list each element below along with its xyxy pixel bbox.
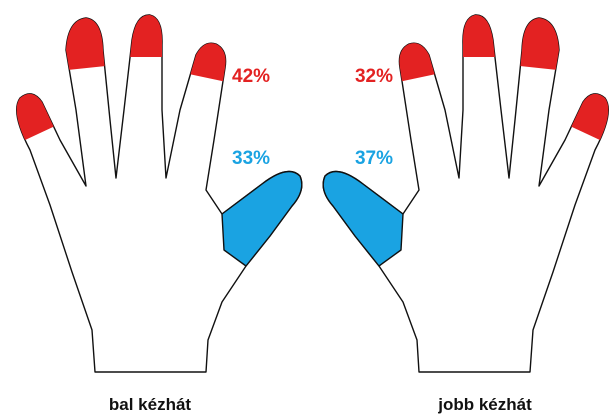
hands-diagram: 42% 33% 32% 37% bal kézhát jobb kézhát	[0, 0, 611, 416]
hand-label: bal kézhát	[109, 395, 192, 414]
right-hand	[323, 2, 611, 372]
fingertip-percent: 32%	[355, 66, 393, 87]
hand-label: jobb kézhát	[437, 395, 532, 414]
thumb-percent: 37%	[355, 148, 393, 169]
left-hand	[0, 2, 302, 372]
fingertip-percent: 42%	[232, 66, 270, 87]
thumb-percent: 33%	[232, 148, 270, 169]
